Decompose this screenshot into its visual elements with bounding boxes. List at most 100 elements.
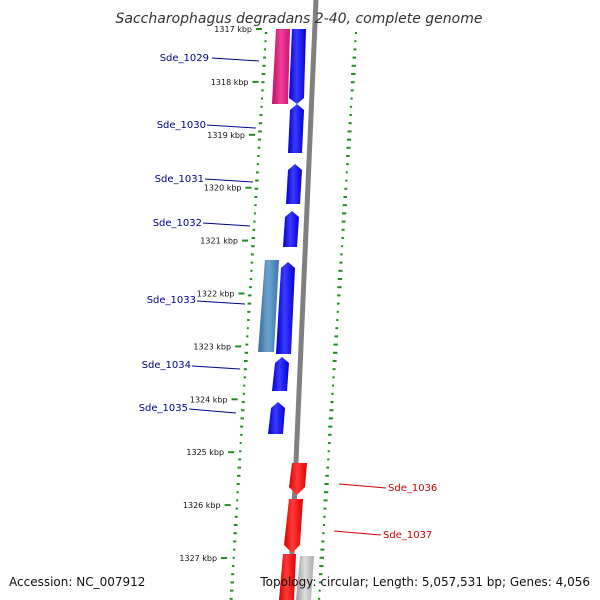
gc-dot: [339, 261, 343, 264]
gc-dot: [328, 417, 334, 420]
gc-dot: [346, 138, 352, 141]
gc-dot: [323, 515, 326, 518]
gc-dot: [254, 196, 258, 198]
ruler-label: 1323 kbp: [193, 342, 231, 351]
feature-pink[interactable]: [272, 29, 290, 104]
gc-dot: [327, 458, 330, 461]
gc-dot: [241, 401, 245, 403]
ruler-label: 1322 kbp: [197, 290, 235, 299]
gc-content-track-outer: [318, 32, 357, 600]
gc-dot: [240, 433, 243, 436]
gc-dot: [235, 507, 238, 510]
gc-dot: [239, 450, 242, 453]
gene-labels: Sde_1029 Sde_1030 Sde_1031 Sde_1032 Sde_…: [139, 53, 438, 541]
gc-dot: [328, 442, 331, 444]
gc-dot: [250, 261, 254, 264]
gc-dot: [247, 319, 250, 321]
gene-sde-1031[interactable]: [286, 164, 302, 204]
gc-dot: [262, 64, 266, 67]
gc-dot: [326, 466, 329, 469]
gc-dot: [320, 548, 325, 551]
gc-dot: [263, 48, 266, 51]
gc-dot: [263, 56, 266, 59]
gc-dot: [233, 524, 238, 526]
gc-dot: [258, 130, 262, 133]
gc-dot: [254, 187, 259, 190]
gene-label-sde-1031[interactable]: Sde_1031: [155, 174, 204, 185]
gc-dot: [340, 253, 343, 256]
gc-dot: [253, 212, 256, 215]
gene-sde-1033[interactable]: [276, 262, 295, 354]
accession-text: Accession: NC_007912: [9, 575, 145, 589]
map-title: Saccharophagus degradans 2-40, complete …: [116, 11, 483, 27]
gc-dot: [318, 589, 321, 592]
gc-dot: [330, 401, 334, 403]
gc-dot: [341, 245, 344, 248]
gc-dot: [246, 335, 249, 338]
gene-sde-1036[interactable]: [289, 463, 307, 495]
gc-dot: [240, 417, 244, 420]
gene-label-sde-1036[interactable]: Sde_1036: [388, 483, 437, 494]
gene-label-sde-1029[interactable]: Sde_1029: [160, 53, 209, 64]
gc-dot: [333, 351, 338, 354]
gc-dot: [241, 409, 245, 412]
gc-dot: [337, 286, 342, 289]
gc-dot: [323, 491, 329, 494]
gc-dot: [336, 319, 339, 321]
gene-sde-1035[interactable]: [268, 402, 285, 434]
ruler-label: 1321 kbp: [200, 237, 238, 246]
gc-dot: [231, 573, 235, 576]
gc-dot: [323, 507, 327, 510]
gc-dot: [243, 376, 246, 379]
gc-dot: [236, 483, 240, 485]
gc-dot: [233, 540, 237, 543]
position-ruler: 1317 kbp 1318 kbp 1319 kbp 1320 kbp 1321 kbp…: [179, 25, 262, 563]
gc-dot: [322, 532, 325, 535]
gc-dot: [337, 278, 343, 280]
gc-dot: [343, 196, 347, 198]
gene-sde-1030[interactable]: [288, 104, 304, 153]
gc-dot: [260, 105, 263, 108]
ruler-label: 1324 kbp: [190, 395, 228, 404]
gc-dot: [338, 269, 343, 272]
gc-dot: [352, 56, 357, 59]
gc-dot: [321, 540, 325, 543]
gc-dot: [342, 204, 347, 207]
gc-dot: [350, 97, 353, 100]
gc-dot: [322, 524, 325, 526]
gc-dot: [346, 163, 349, 166]
gc-dot: [248, 294, 252, 297]
feature-steelblue[interactable]: [258, 260, 279, 352]
gc-dot: [261, 73, 266, 75]
gene-sde-1037[interactable]: [284, 499, 303, 553]
gc-dot: [336, 310, 339, 313]
gene-label-sde-1030[interactable]: Sde_1030: [157, 120, 206, 131]
gc-dot: [351, 64, 356, 67]
gc-dot: [232, 556, 235, 559]
gene-sde-1034[interactable]: [272, 357, 289, 391]
gc-dot: [318, 597, 321, 600]
gc-dot: [324, 483, 329, 485]
gene-label-sde-1032[interactable]: Sde_1032: [153, 218, 202, 229]
gc-dot: [247, 302, 252, 305]
gc-dot: [346, 146, 351, 149]
gc-dot: [332, 368, 336, 371]
gc-dot: [329, 409, 334, 412]
gc-dot: [236, 499, 239, 502]
gene-sde-1032[interactable]: [283, 211, 299, 247]
gc-dot: [256, 171, 259, 174]
gene-sde-1029[interactable]: [289, 29, 306, 104]
gene-label-sde-1037[interactable]: Sde_1037: [383, 530, 432, 541]
ruler-label: 1327 kbp: [179, 554, 217, 563]
feature-grey-partial[interactable]: [296, 556, 314, 600]
gene-label-sde-1035[interactable]: Sde_1035: [139, 403, 188, 414]
gc-dot: [253, 220, 256, 223]
gc-dot: [250, 269, 253, 272]
gc-dot: [255, 179, 259, 182]
gc-dot: [264, 40, 267, 43]
gene-label-sde-1034[interactable]: Sde_1034: [142, 360, 191, 371]
gc-dot: [334, 335, 338, 338]
gene-label-sde-1033[interactable]: Sde_1033: [147, 295, 196, 306]
gene-red-partial[interactable]: [279, 554, 296, 600]
gc-dot: [244, 351, 249, 354]
